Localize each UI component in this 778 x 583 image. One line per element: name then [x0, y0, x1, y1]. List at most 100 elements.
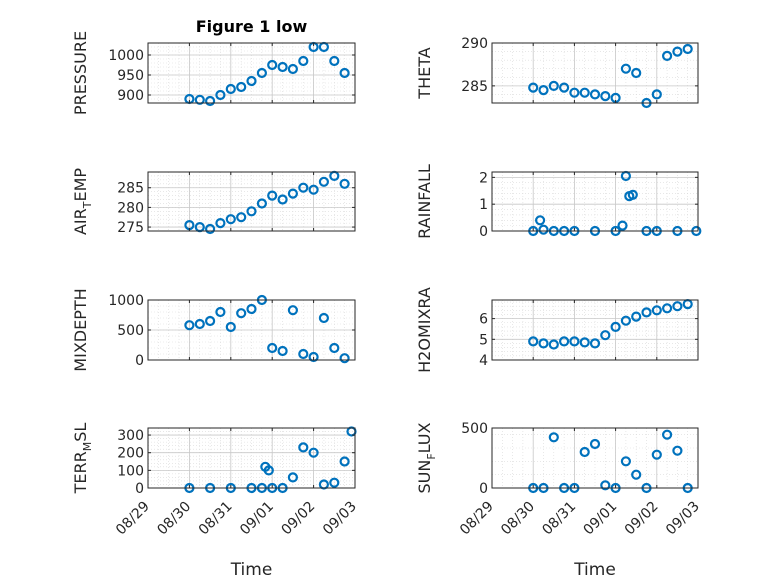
data-point: [589, 438, 601, 450]
data-point: [287, 472, 298, 483]
y-tick-label: 200: [117, 446, 144, 462]
subplot-3: 275 280 285 AIRTEMP: [71, 168, 356, 236]
y-tick-label: 275: [117, 220, 144, 236]
data-point: [589, 89, 601, 100]
x-tick-label: 08/29: [113, 499, 153, 539]
y-axis-label: H2OMIXRA: [415, 287, 434, 373]
data-point: [631, 67, 642, 79]
data-point: [246, 206, 257, 217]
y-tick-label: 500: [117, 323, 144, 339]
y-label-subscript: F: [425, 453, 438, 459]
y-tick-label: 2: [479, 170, 488, 186]
data-point: [287, 188, 298, 199]
data-point: [256, 67, 267, 79]
subplot-5: 0 500 1000 MIXDEPTH: [71, 288, 356, 372]
data-point: [600, 480, 611, 491]
data-point: [610, 321, 621, 332]
y-tick-label: 285: [461, 79, 488, 95]
data-point: [538, 338, 549, 349]
y-axis-label: TERRMSL: [71, 423, 94, 495]
data-point: [287, 63, 298, 75]
data-point: [558, 82, 570, 93]
data-point: [215, 306, 226, 318]
data-point: [308, 351, 319, 363]
data-point: [672, 46, 683, 57]
y-tick-label: 0: [479, 481, 488, 497]
data-point: [329, 477, 340, 488]
data-point: [339, 67, 350, 79]
data-point: [308, 447, 319, 458]
y-tick-label: 100: [117, 463, 144, 479]
y-tick-label: 300: [117, 428, 144, 444]
y-tick-label: 900: [117, 88, 144, 104]
data-point: [329, 342, 340, 354]
data-point: [548, 432, 559, 443]
plot-area: [148, 172, 355, 231]
data-point: [661, 429, 673, 440]
data-point: [329, 55, 340, 67]
data-point: [534, 215, 546, 226]
x-tick-label: 09/02: [622, 499, 662, 539]
y-tick-label: 0: [479, 224, 488, 240]
data-point: [641, 307, 652, 318]
data-point: [589, 338, 601, 349]
y-tick-label: 1000: [108, 293, 144, 309]
data-point: [661, 303, 673, 314]
x-tick-label: 08/29: [457, 499, 497, 539]
data-point: [620, 63, 632, 74]
axes-box: [491, 171, 699, 232]
data-point: [277, 345, 288, 357]
data-point: [215, 89, 226, 101]
data-point: [528, 82, 539, 93]
y-tick-label: 500: [461, 421, 488, 437]
x-tick-label: 09/01: [581, 499, 621, 539]
data-point: [339, 178, 350, 189]
data-point: [298, 55, 309, 67]
y-tick-label: 290: [461, 36, 488, 52]
subplot-6: 4 5 6 H2OMIXRA: [415, 287, 699, 373]
data-point: [569, 336, 580, 347]
data-point: [339, 456, 350, 467]
data-point: [600, 90, 611, 102]
x-tick-label: 09/02: [279, 499, 319, 539]
x-tick-label: 08/30: [154, 499, 194, 539]
x-tick-label: 09/03: [663, 499, 703, 539]
y-tick-label: 285: [117, 181, 144, 197]
data-point: [267, 59, 278, 71]
data-point: [205, 315, 216, 327]
data-point: [631, 469, 642, 480]
y-axis-label: SUNFLUX: [415, 422, 438, 493]
data-point: [298, 442, 309, 453]
data-point: [225, 83, 236, 95]
y-tick-label: 5: [479, 332, 488, 348]
axes-box: [491, 427, 699, 489]
data-point: [308, 184, 319, 195]
subplot-4: 0 1 2 RAINFALL: [415, 164, 702, 240]
data-point: [538, 84, 549, 96]
data-point: [617, 220, 628, 231]
axes-box: [147, 42, 356, 104]
data-point: [267, 342, 278, 354]
data-point: [225, 214, 236, 225]
data-point: [620, 456, 632, 467]
data-point: [548, 80, 559, 92]
data-point: [256, 198, 267, 209]
y-label-rest: LUX: [415, 422, 434, 453]
x-axis-label: Time: [573, 560, 616, 580]
data-point: [627, 189, 638, 200]
y-axis-label: RAINFALL: [415, 164, 434, 239]
data-point: [569, 87, 580, 98]
data-point: [651, 449, 662, 460]
subplot-8: 0 500 SUNFLUX 08/29 08/30 08/31 09/01 09/02 09/0…: [415, 421, 703, 580]
data-point: [236, 212, 247, 223]
y-axis-label: AIRTEMP: [71, 168, 94, 235]
axes-box: [491, 42, 699, 104]
plot-area: [492, 172, 698, 231]
data-point: [631, 311, 642, 322]
data-point: [579, 446, 590, 458]
data-point: [236, 308, 247, 319]
data-point: [277, 194, 288, 205]
data-point: [298, 182, 309, 193]
